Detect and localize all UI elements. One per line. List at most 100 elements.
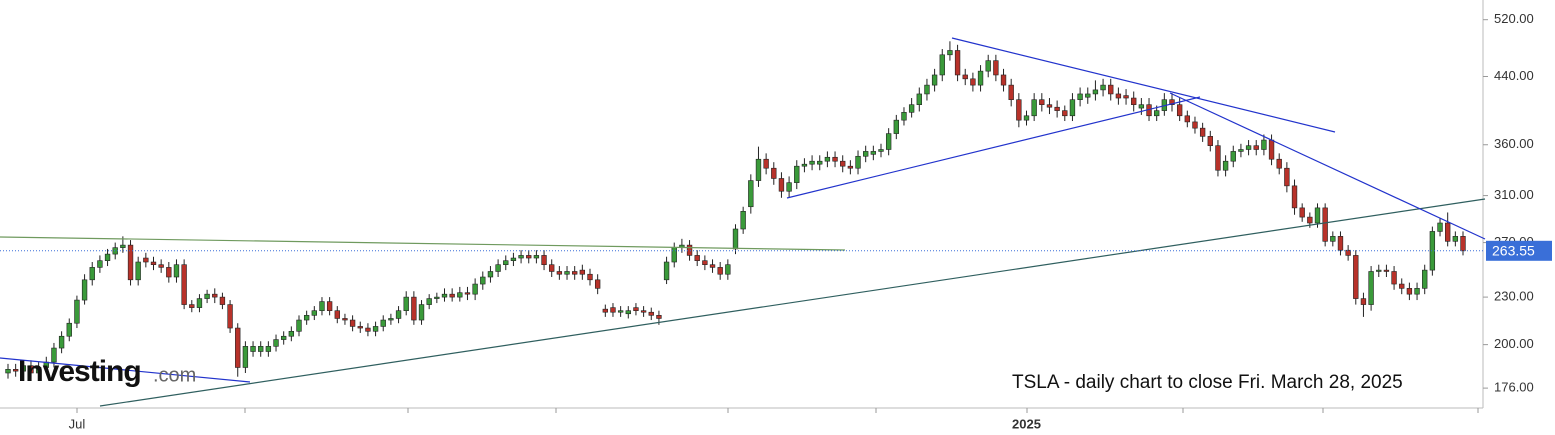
candle-body bbox=[365, 327, 371, 332]
candle-body bbox=[1445, 222, 1451, 242]
candle-body bbox=[1039, 99, 1045, 105]
candle-body bbox=[1399, 283, 1405, 289]
candle-body bbox=[265, 346, 272, 352]
candle-body bbox=[1169, 99, 1175, 105]
candle-body bbox=[870, 151, 877, 155]
candle-body bbox=[1230, 151, 1236, 162]
candle-body bbox=[426, 298, 432, 305]
candle-body bbox=[824, 156, 831, 162]
x-tick-label: 2025 bbox=[1012, 416, 1041, 431]
candle-body bbox=[1376, 269, 1382, 272]
candle-body bbox=[901, 112, 907, 121]
candle-body bbox=[617, 310, 624, 313]
candle-body bbox=[717, 267, 723, 275]
candle-body bbox=[686, 244, 693, 256]
candle-body bbox=[288, 330, 295, 337]
y-tick-label: 360.00 bbox=[1494, 136, 1534, 151]
y-tick-label: 520.00 bbox=[1494, 11, 1534, 26]
candle-body bbox=[296, 319, 302, 332]
caption: TSLA - daily chart to close Fri. March 2… bbox=[1012, 372, 1403, 393]
candle-body bbox=[648, 311, 654, 316]
candle-body bbox=[602, 308, 608, 313]
candle-body bbox=[1291, 185, 1298, 209]
candle-body bbox=[1131, 97, 1137, 105]
y-tick-label: 176.00 bbox=[1494, 380, 1534, 395]
candle-body bbox=[303, 315, 310, 321]
candle-body bbox=[212, 293, 218, 298]
candle-body bbox=[817, 160, 823, 165]
candle-body bbox=[349, 319, 356, 327]
candle-body bbox=[81, 279, 88, 301]
candle-body bbox=[1437, 222, 1443, 232]
candle-body bbox=[1345, 249, 1351, 256]
candle-body bbox=[663, 261, 670, 281]
candle-body bbox=[334, 310, 340, 319]
candle-body bbox=[579, 269, 586, 275]
candle-body bbox=[357, 326, 363, 329]
candle-body bbox=[587, 273, 593, 281]
candle-body bbox=[1245, 145, 1252, 150]
candle-body bbox=[518, 255, 524, 259]
candle-body bbox=[28, 365, 34, 374]
candle-body bbox=[985, 60, 991, 72]
candle-body bbox=[503, 260, 509, 265]
candle-body bbox=[104, 253, 111, 261]
candle-body bbox=[158, 264, 164, 268]
candle-body bbox=[74, 299, 80, 324]
candle-body bbox=[1383, 269, 1390, 272]
candle-body bbox=[1299, 207, 1305, 218]
candle-body bbox=[1253, 145, 1259, 150]
candle-body bbox=[449, 293, 455, 298]
candle-body bbox=[794, 165, 800, 183]
candle-body bbox=[740, 211, 746, 230]
candle-body bbox=[150, 261, 157, 265]
candle-body bbox=[1406, 288, 1413, 295]
candle-body bbox=[127, 244, 134, 281]
candle-body bbox=[533, 255, 540, 259]
candle-body bbox=[1085, 93, 1091, 98]
candle-body bbox=[625, 310, 631, 315]
candle-body bbox=[5, 369, 11, 374]
y-tick-label: 230.00 bbox=[1494, 289, 1534, 304]
candle-body bbox=[388, 318, 394, 321]
candle-body bbox=[1062, 110, 1068, 117]
candle-body bbox=[472, 283, 478, 295]
candle-body bbox=[1023, 115, 1030, 121]
candle-body bbox=[1207, 136, 1213, 146]
candle-body bbox=[58, 335, 65, 349]
candle-body bbox=[242, 346, 249, 368]
candle-body bbox=[1330, 236, 1336, 242]
candle-body bbox=[962, 74, 968, 80]
y-tick-label: 440.00 bbox=[1494, 68, 1534, 83]
candles bbox=[5, 41, 1466, 379]
candle-body bbox=[457, 292, 463, 298]
candle-body bbox=[1261, 139, 1267, 150]
candle-body bbox=[594, 279, 601, 289]
candle-body bbox=[786, 182, 792, 192]
candle-body bbox=[610, 307, 616, 313]
candle-body bbox=[441, 293, 448, 298]
trendline bbox=[951, 37, 1336, 133]
candle-body bbox=[763, 158, 769, 169]
candle-body bbox=[112, 247, 118, 255]
candle-body bbox=[1337, 236, 1344, 251]
candle-body bbox=[258, 346, 264, 352]
candle-body bbox=[977, 70, 984, 86]
trendline bbox=[99, 198, 1486, 407]
candle-body bbox=[939, 54, 945, 76]
candle-body bbox=[1054, 106, 1060, 111]
candle-body bbox=[20, 365, 26, 372]
candle-body bbox=[1108, 84, 1114, 95]
candle-body bbox=[1046, 104, 1053, 108]
candle-body bbox=[281, 335, 287, 340]
trendline bbox=[0, 357, 251, 383]
candle-body bbox=[801, 163, 808, 167]
candle-body bbox=[1031, 99, 1037, 117]
candle-body bbox=[709, 264, 716, 268]
candle-body bbox=[1238, 149, 1244, 152]
candle-body bbox=[1192, 121, 1198, 129]
candle-body bbox=[893, 119, 899, 134]
candle-body bbox=[66, 322, 72, 337]
last-price-label: 263.55 bbox=[1492, 243, 1535, 259]
